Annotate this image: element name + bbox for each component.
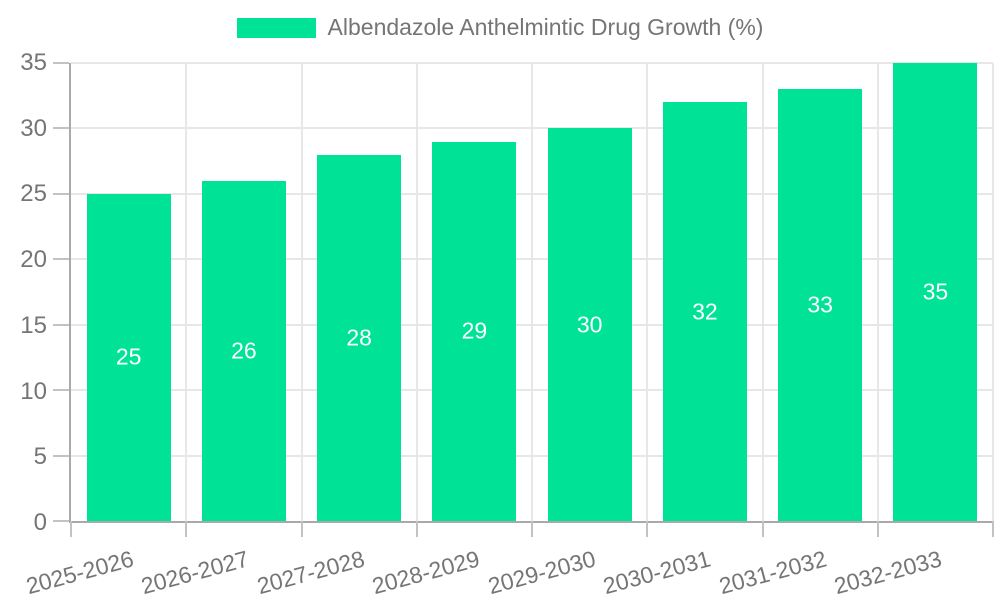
- x-tick-mark: [646, 521, 649, 537]
- x-axis-labels: 2025-2026 2026-2027 2027-2028 2028-2029 2029…: [23, 523, 993, 600]
- x-tick-label: 2031-2032: [716, 545, 829, 600]
- legend-label: Albendazole Anthelmintic Drug Growth (%): [327, 14, 764, 40]
- y-tick-label: 15: [20, 311, 47, 339]
- gridline-vertical: [185, 63, 188, 521]
- y-tick-mark: [53, 389, 69, 392]
- y-tick-label: 35: [20, 49, 47, 76]
- y-tick-mark: [53, 258, 69, 261]
- bar[interactable]: 29: [432, 141, 517, 521]
- x-tick-mark: [70, 521, 72, 537]
- legend-item[interactable]: Albendazole Anthelmintic Drug Growth (%): [0, 14, 1000, 41]
- bar[interactable]: 33: [778, 89, 863, 521]
- bar[interactable]: 30: [547, 128, 632, 521]
- gridline-vertical: [300, 63, 303, 521]
- y-tick-mark: [53, 520, 69, 522]
- gridline-vertical: [876, 63, 879, 521]
- x-tick-mark: [876, 521, 879, 537]
- x-tick-mark: [761, 521, 764, 537]
- bar[interactable]: 25: [86, 193, 171, 521]
- bar[interactable]: 35: [893, 63, 978, 521]
- y-tick-label: 5: [33, 443, 47, 471]
- bar-value-label: 30: [576, 311, 603, 338]
- bar-value-label: 28: [346, 324, 372, 351]
- x-tick-label: 2032-2033: [831, 545, 945, 600]
- y-tick-mark: [53, 323, 69, 326]
- y-axis-labels: 0 5 10 15 20 25 30 35: [0, 51, 47, 535]
- bar-value-label: 26: [231, 337, 257, 364]
- x-tick-label: 2030-2031: [600, 545, 714, 600]
- x-tick-mark: [992, 521, 994, 537]
- x-tick-label: 2029-2030: [485, 545, 598, 600]
- x-tick-label: 2027-2028: [254, 545, 367, 600]
- y-tick-label: 10: [20, 377, 47, 405]
- bar[interactable]: 26: [201, 180, 286, 521]
- bar[interactable]: 28: [317, 154, 402, 521]
- bar[interactable]: 32: [662, 102, 747, 521]
- x-tick-mark: [531, 521, 533, 537]
- y-tick-label: 0: [33, 509, 47, 536]
- bar-value-label: 32: [692, 298, 718, 325]
- gridline-vertical: [531, 63, 533, 521]
- y-tick-label: 30: [20, 114, 47, 142]
- x-tick-label: 2028-2029: [369, 545, 483, 600]
- legend-swatch: [236, 17, 316, 38]
- bar-value-label: 25: [115, 343, 142, 370]
- y-tick-mark: [53, 192, 69, 195]
- x-tick-mark: [185, 521, 188, 537]
- y-tick-mark: [53, 454, 69, 457]
- y-tick-label: 25: [20, 180, 47, 208]
- x-tick-label: 2026-2027: [138, 545, 252, 600]
- bar-value-label: 33: [807, 291, 833, 318]
- gridline-vertical: [415, 63, 418, 521]
- y-tick-label: 20: [20, 246, 47, 274]
- y-tick-mark: [53, 127, 69, 130]
- y-tick-mark: [53, 62, 69, 64]
- gridline-vertical: [761, 63, 764, 521]
- gridline-vertical: [646, 63, 649, 521]
- x-tick-mark: [415, 521, 418, 537]
- x-tick-label: 2025-2026: [23, 545, 136, 600]
- bar-value-label: 29: [461, 317, 488, 344]
- x-tick-mark: [300, 521, 303, 537]
- bar-value-label: 35: [922, 278, 949, 305]
- gridline-vertical: [992, 63, 994, 521]
- plot-area: 25 26 28 29 30 32 33 35: [53, 62, 994, 537]
